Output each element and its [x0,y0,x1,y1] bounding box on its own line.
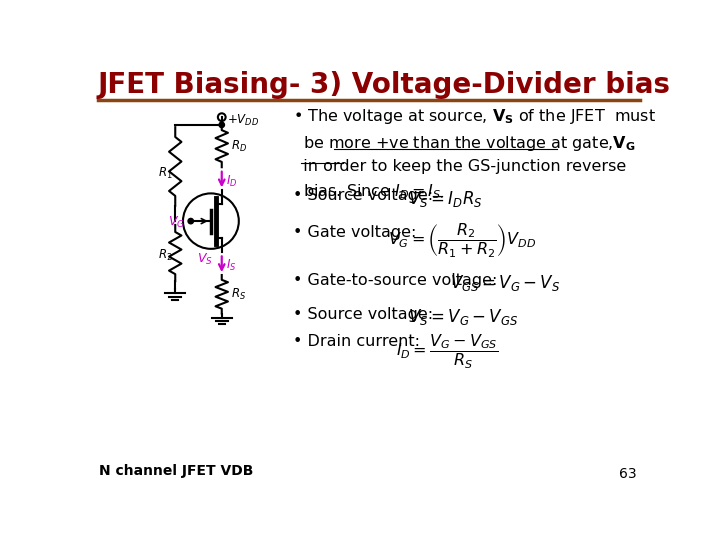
Text: $R_S$: $R_S$ [231,287,246,302]
Text: N channel JFET VDB: N channel JFET VDB [99,464,253,478]
Text: • Gate voltage:: • Gate voltage: [293,225,416,240]
Text: • The voltage at source, $\mathbf{V_S}$ of the JFET  must
  be more +ve than the: • The voltage at source, $\mathbf{V_S}$ … [293,107,656,201]
Text: • Gate-to-source voltage:: • Gate-to-source voltage: [293,273,498,288]
Circle shape [188,218,194,224]
Text: 63: 63 [618,467,636,481]
Text: • Source voltage:: • Source voltage: [293,188,433,203]
Text: $R_1$: $R_1$ [158,165,173,180]
Text: $R_D$: $R_D$ [231,138,247,153]
Text: $I_S$: $I_S$ [226,258,237,273]
Circle shape [219,122,225,127]
Text: $I_D = \dfrac{V_G - V_{GS}}{R_S}$: $I_D = \dfrac{V_G - V_{GS}}{R_S}$ [396,333,498,371]
Text: $V_S$: $V_S$ [197,252,213,267]
Text: • Source voltage:: • Source voltage: [293,307,433,322]
Text: $+V_{DD}$: $+V_{DD}$ [228,112,259,127]
Text: $V_S = V_G - V_{GS}$: $V_S = V_G - V_{GS}$ [408,307,518,327]
Text: • Drain current:: • Drain current: [293,334,420,349]
Text: $V_S = I_D R_S$: $V_S = I_D R_S$ [408,189,482,209]
Text: $R_2$: $R_2$ [158,247,173,262]
Text: $V_G = \left(\dfrac{R_2}{R_1+R_2}\right)V_{DD}$: $V_G = \left(\dfrac{R_2}{R_1+R_2}\right)… [387,222,536,260]
Text: $V_G$: $V_G$ [168,215,184,230]
Text: $I_D$: $I_D$ [226,173,238,188]
Text: JFET Biasing- 3) Voltage-Divider bias: JFET Biasing- 3) Voltage-Divider bias [98,71,671,99]
Text: $V_{GS} = V_G - V_S$: $V_{GS} = V_G - V_S$ [449,273,560,293]
